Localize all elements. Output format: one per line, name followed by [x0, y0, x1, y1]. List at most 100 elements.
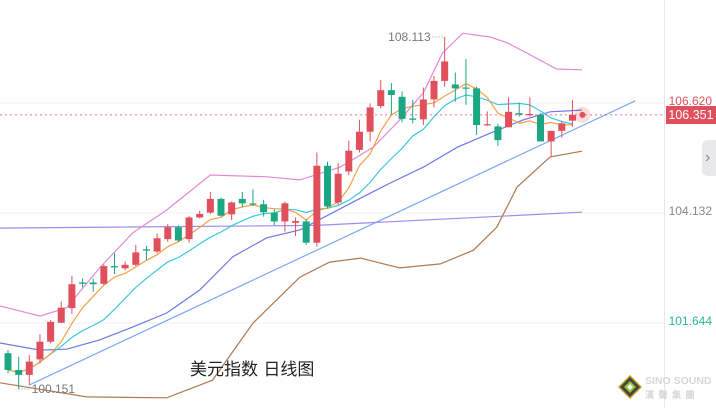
candle-body [302, 221, 310, 243]
candle [270, 209, 278, 225]
candle-body [260, 204, 268, 213]
ma10-line [7, 94, 573, 374]
candle-body [206, 198, 214, 213]
candle [547, 130, 555, 157]
candle-body [142, 249, 150, 251]
candle-body [313, 165, 321, 243]
candle-body [387, 90, 395, 96]
candle-body [409, 118, 417, 120]
last-price-dot [579, 111, 586, 118]
candle-body [196, 213, 204, 218]
candle [57, 301, 65, 324]
candle-body [292, 221, 300, 223]
candle [89, 278, 97, 292]
candle [324, 161, 331, 209]
logo-diamond-icon [618, 375, 642, 399]
candle [377, 80, 385, 109]
candle-body [345, 150, 353, 172]
ma5-line [7, 83, 573, 374]
candle-body [164, 227, 172, 240]
low-marker-label: 100.151 [32, 382, 76, 396]
high-marker-label: 108.113 [388, 30, 431, 44]
bollinger-lower-line [0, 150, 583, 399]
candle-body [547, 130, 555, 142]
candle [196, 210, 204, 219]
candle [132, 244, 140, 267]
candle [568, 99, 576, 127]
candle-body [174, 227, 182, 241]
candle-body [36, 341, 44, 360]
candle [25, 354, 33, 386]
candle [494, 123, 502, 146]
trendline [29, 100, 636, 386]
candle-body [483, 124, 491, 126]
candle [292, 217, 300, 237]
candle-body [228, 202, 236, 215]
candle [515, 102, 523, 117]
candle-body [419, 99, 427, 120]
y-tick-label: 106.620 [668, 93, 712, 108]
bollinger-upper-line [0, 32, 583, 317]
candle [206, 191, 214, 214]
candle [409, 99, 417, 124]
candle-body [68, 284, 76, 309]
candle [281, 201, 289, 232]
candle [473, 86, 481, 135]
y-tick-label: 104.132 [668, 203, 712, 218]
candle-body [515, 113, 523, 115]
candle [462, 59, 470, 105]
candle-body [4, 353, 12, 370]
candle-body [430, 80, 438, 100]
candle [558, 121, 566, 138]
candle [185, 216, 193, 243]
candle-body [79, 282, 87, 284]
expand-panel-button[interactable]: › [702, 140, 716, 176]
candle [164, 224, 172, 242]
candle-body [217, 198, 225, 216]
candle [79, 278, 87, 288]
candle [111, 253, 118, 275]
candle-body [398, 96, 406, 119]
candle [260, 199, 268, 217]
candle [526, 97, 534, 117]
last-price-tag: 106.351 [666, 106, 716, 124]
candle [302, 219, 310, 245]
candle [47, 320, 55, 344]
candle [36, 334, 44, 364]
candle [483, 111, 491, 126]
candle-body [526, 114, 534, 116]
sino-sound-logo: SINO SOUND 漢 聲 集 團 [617, 372, 716, 402]
candle-body [558, 123, 566, 131]
logo-text-cn: 漢 聲 集 團 [645, 390, 696, 400]
candle-body [355, 131, 363, 150]
candle [419, 87, 427, 126]
candle-body [505, 111, 513, 128]
candle-body [270, 212, 278, 222]
candle [68, 275, 76, 314]
candle [238, 191, 246, 208]
candle-body [89, 282, 97, 285]
candle [100, 264, 108, 286]
candle-body [451, 84, 459, 89]
candle-body [334, 173, 342, 203]
candle-body [238, 198, 246, 204]
candle [366, 103, 374, 142]
candle-body [441, 61, 449, 81]
candle-body [494, 126, 502, 141]
candle-body [249, 203, 257, 205]
candle [313, 152, 321, 247]
candle-body [366, 107, 374, 132]
candle-body [537, 114, 544, 142]
candle-body [568, 114, 576, 121]
candle [345, 140, 353, 176]
candle-body [153, 238, 161, 252]
candle-body [132, 252, 140, 265]
candle-body [25, 361, 33, 375]
y-tick-label: 101.644 [668, 313, 712, 328]
candle [430, 76, 438, 108]
candle-body [377, 90, 385, 107]
candle [174, 225, 182, 242]
candle-body [47, 321, 55, 342]
candle [15, 356, 23, 389]
